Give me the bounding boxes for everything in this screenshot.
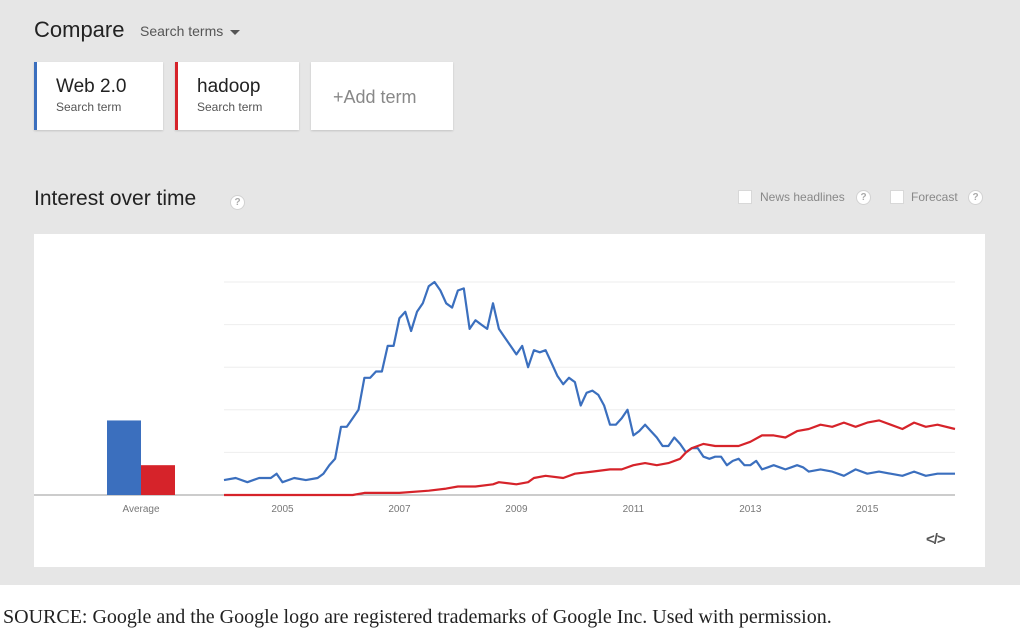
- term-card-hadoop[interactable]: hadoop Search term: [175, 62, 299, 130]
- average-label: Average: [122, 504, 160, 515]
- help-icon[interactable]: ?: [856, 190, 871, 205]
- x-tick-label: 2011: [623, 504, 645, 515]
- source-note: SOURCE: Google and the Google logo are r…: [3, 606, 832, 628]
- interest-chart-card: Average 2005 2007 2009 2011 2013 2015 </>: [34, 234, 985, 567]
- average-bar: [107, 420, 141, 495]
- add-term-button[interactable]: +Add term: [311, 62, 453, 130]
- chevron-down-icon: [230, 29, 241, 35]
- average-bar: [141, 465, 175, 495]
- search-terms-dropdown[interactable]: Search terms: [140, 23, 241, 39]
- term-name: hadoop: [197, 76, 261, 97]
- forecast-label: Forecast: [911, 190, 958, 204]
- x-tick-label: 2007: [388, 504, 411, 515]
- add-term-label: +Add term: [333, 87, 417, 107]
- google-trends-panel: Compare Search terms Web 2.0 Search term…: [0, 0, 1020, 585]
- x-tick-label: 2013: [739, 504, 762, 515]
- news-headlines-label: News headlines: [760, 190, 845, 204]
- x-tick-label: 2015: [856, 504, 879, 515]
- interest-chart: Average 2005 2007 2009 2011 2013 2015: [34, 280, 956, 515]
- news-headlines-checkbox[interactable]: [738, 190, 752, 204]
- term-name: Web 2.0: [56, 76, 127, 97]
- series-line: [224, 419, 956, 497]
- interest-over-time-title: Interest over time: [34, 187, 197, 210]
- term-color-bar: [175, 62, 178, 130]
- term-subtitle: Search term: [197, 100, 263, 114]
- compare-title: Compare: [34, 17, 125, 42]
- x-tick-label: 2005: [271, 504, 294, 515]
- help-icon[interactable]: ?: [968, 190, 983, 205]
- help-icon[interactable]: ?: [230, 195, 245, 210]
- term-color-bar: [34, 62, 37, 130]
- x-tick-label: 2009: [505, 504, 528, 515]
- term-card-web20[interactable]: Web 2.0 Search term: [34, 62, 163, 130]
- embed-code-icon[interactable]: </>: [926, 531, 946, 548]
- forecast-checkbox[interactable]: [890, 190, 904, 204]
- series-line: [223, 280, 955, 484]
- term-subtitle: Search term: [56, 100, 122, 114]
- search-terms-label: Search terms: [140, 23, 224, 39]
